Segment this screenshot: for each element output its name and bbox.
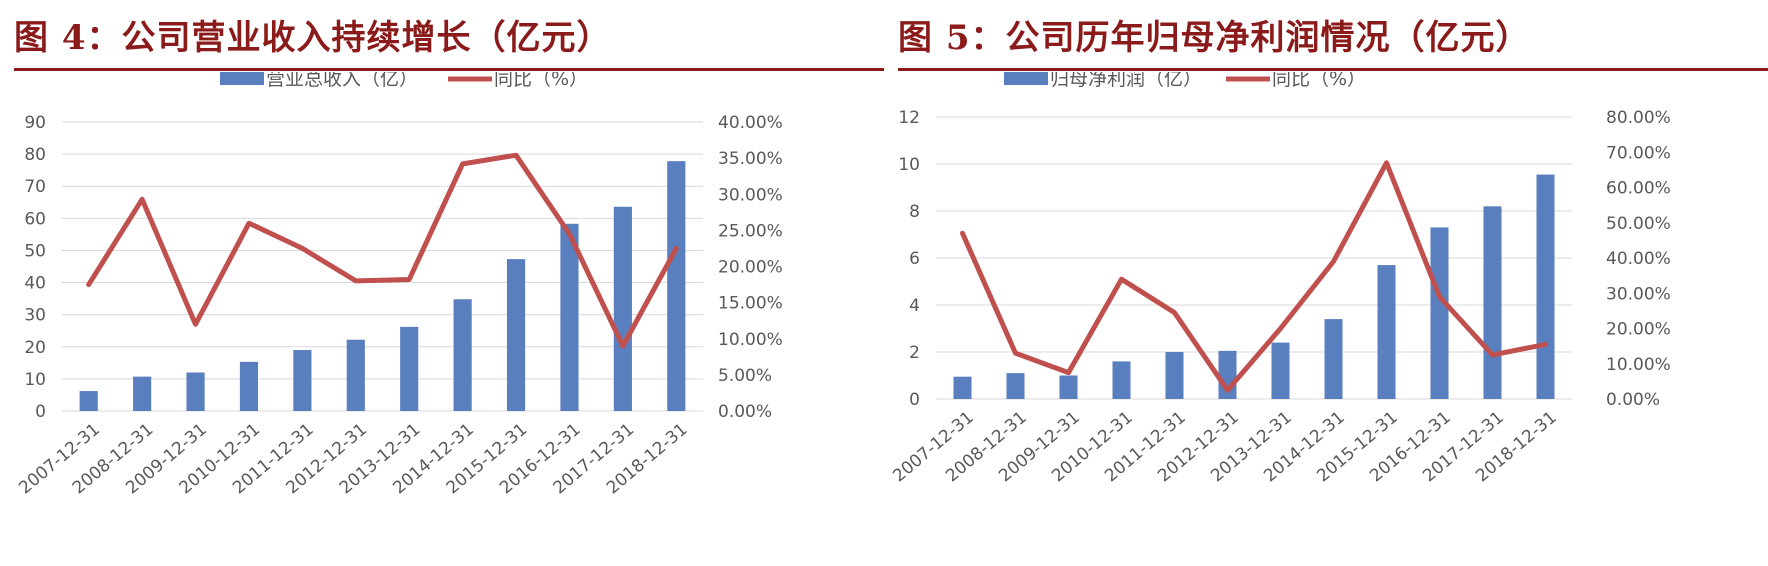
y-tick-label: 50 [24,241,46,261]
series-line [86,152,679,349]
revenue-chart: 0 10 20 30 40 50 60 70 80 90 0.00% 5.00% 10.00% 15.00… [15,72,783,498]
legend-label: 同比（%） [1272,72,1366,90]
y-tick-label: 12 [898,108,920,128]
bar [400,326,419,411]
title-rule [14,68,884,71]
bar [953,376,972,399]
bar [1430,227,1449,399]
y2-tick-label: 15.00% [718,294,783,314]
bar [293,349,312,411]
bar [1483,206,1502,399]
y2-tick-label: 35.00% [718,149,783,169]
y-tick-label: 60 [24,209,46,229]
bar [1059,375,1078,399]
y-tick-label: 70 [24,177,46,197]
y-tick-label: 8 [909,202,920,222]
y-tick-label: 2 [909,343,920,363]
bar [133,376,152,411]
y-tick-label: 10 [24,370,46,390]
y2-tick-label: 80.00% [1606,108,1671,128]
bar [613,206,632,411]
chart-panel-net-profit: 图 5：公司历年归母净利润情况（亿元） 0 2 4 6 8 10 12 0.00% 10.00%… [884,0,1768,566]
bar [1165,352,1184,399]
y2-tick-label: 20.00% [718,258,783,278]
bar [1006,373,1025,399]
bar [79,391,98,411]
y-tick-label: 6 [909,249,920,269]
y-tick-label: 90 [24,113,46,133]
y-tick-label: 40 [24,274,46,294]
bar [1536,174,1555,399]
y-tick-label: 80 [24,145,46,165]
y2-tick-label: 10.00% [718,330,783,350]
bar [239,361,259,411]
chart-title: 图 4：公司营业收入持续增长（亿元） [14,18,612,58]
bar [560,223,579,411]
legend-swatch-bar [1004,72,1048,85]
y-tick-label: 0 [35,402,46,422]
title-rule [898,68,1768,71]
y-tick-label: 20 [24,338,46,358]
bar [186,372,205,411]
y2-tick-label: 70.00% [1606,143,1671,163]
y2-tick-label: 30.00% [1606,284,1671,304]
bar [1377,265,1396,399]
bar [1112,361,1131,399]
legend-swatch-bar [220,72,264,85]
chart-title: 图 5：公司历年归母净利润情况（亿元） [898,18,1531,58]
y2-tick-label: 60.00% [1606,179,1671,199]
y2-tick-label: 20.00% [1606,320,1671,340]
bar [1271,342,1290,399]
y2-tick-label: 0.00% [1606,390,1660,410]
y2-tick-label: 50.00% [1606,214,1671,234]
legend-label: 营业总收入（亿） [266,72,418,90]
bar [506,259,526,411]
y2-tick-label: 40.00% [718,113,783,133]
y-tick-label: 0 [909,390,920,410]
legend-label: 同比（%） [494,72,588,90]
y2-tick-label: 30.00% [718,185,783,205]
bar [1324,319,1343,399]
y2-tick-label: 5.00% [718,366,772,386]
y-tick-label: 4 [909,296,920,316]
y-tick-label: 10 [898,155,920,175]
y2-tick-label: 25.00% [718,221,783,241]
bar [453,299,472,411]
legend-label: 归母净利润（亿） [1050,72,1202,90]
bar [346,339,365,411]
y2-tick-label: 40.00% [1606,249,1671,269]
y2-tick-label: 0.00% [718,402,772,422]
chart-panel-revenue: 图 4：公司营业收入持续增长（亿元） 0 10 20 30 40 50 60 70 80 90 0.… [14,18,884,498]
y-tick-label: 30 [24,306,46,326]
bar [667,161,686,411]
series-line [960,160,1548,393]
y2-tick-label: 10.00% [1606,355,1671,375]
net-profit-chart: 0 2 4 6 8 10 12 0.00% 10.00% 20.00% 30.00% 40.00% 50… [889,72,1671,486]
